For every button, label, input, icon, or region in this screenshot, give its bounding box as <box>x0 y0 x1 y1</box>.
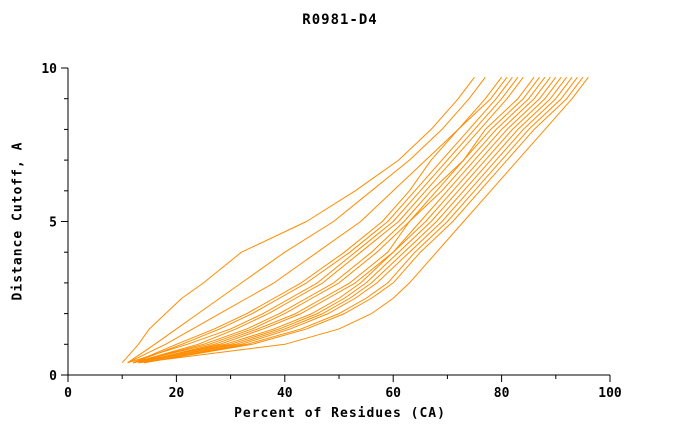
series-line-model-08 <box>138 76 568 364</box>
y-tick-label: 5 <box>49 216 57 231</box>
y-axis-label: Distance Cutoff, A <box>10 141 26 301</box>
x-tick-label: 0 <box>64 386 72 401</box>
series-line-model-15 <box>138 76 562 364</box>
series-line-model-02 <box>127 76 486 364</box>
x-tick-label: 40 <box>277 386 293 401</box>
series-line-model-09 <box>143 76 578 364</box>
series-line-model-16 <box>143 76 584 364</box>
x-tick-label: 20 <box>169 386 185 401</box>
x-tick-label: 60 <box>385 386 401 401</box>
series-line-model-10 <box>138 76 589 364</box>
series-line-model-12 <box>138 76 551 364</box>
series-line-model-13 <box>143 76 573 364</box>
series-line-model-04 <box>127 76 519 364</box>
series-line-model-05 <box>132 76 535 364</box>
series-line-model-11 <box>132 76 524 364</box>
series-line-model-07 <box>132 76 557 364</box>
chart-title: R0981-D4 <box>302 12 378 28</box>
series-line-model-17 <box>127 76 508 364</box>
series-line-model-18 <box>132 76 513 364</box>
series-line-model-03 <box>132 76 502 364</box>
x-axis-label: Percent of Residues (CA) <box>234 406 446 421</box>
series-line-model-01 <box>121 76 475 364</box>
series-line-model-06 <box>138 76 546 364</box>
y-tick-label: 0 <box>49 369 57 384</box>
series-line-model-14 <box>132 76 540 364</box>
x-tick-label: 80 <box>494 386 510 401</box>
y-tick-label: 10 <box>41 62 57 77</box>
x-tick-label: 100 <box>598 386 622 401</box>
